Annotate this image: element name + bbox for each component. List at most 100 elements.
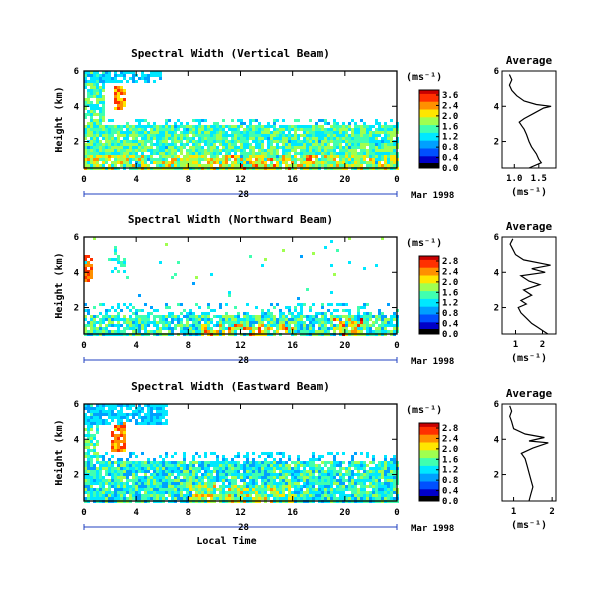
heatmap-cell xyxy=(165,491,168,494)
heatmap-cell xyxy=(255,315,258,318)
heatmap-cell xyxy=(348,261,351,264)
heatmap-cell xyxy=(288,479,291,482)
heatmap-cell xyxy=(348,494,351,497)
heatmap-cell xyxy=(111,146,114,149)
heatmap-cell xyxy=(153,422,156,425)
heatmap-cell xyxy=(102,488,105,491)
heatmap-cell xyxy=(180,158,183,161)
heatmap-cell xyxy=(120,86,123,89)
heatmap-cell xyxy=(225,155,228,158)
heatmap-cell xyxy=(291,327,294,330)
heatmap-cell xyxy=(318,137,321,140)
heatmap-cell xyxy=(255,131,258,134)
heatmap-cell xyxy=(108,128,111,131)
heatmap-cell xyxy=(291,134,294,137)
heatmap-cell xyxy=(318,158,321,161)
heatmap-cell xyxy=(336,122,339,125)
heatmap-cell xyxy=(240,324,243,327)
heatmap-cell xyxy=(354,134,357,137)
heatmap-cell xyxy=(327,473,330,476)
heatmap-cell xyxy=(123,488,126,491)
heatmap-cell xyxy=(99,152,102,155)
heatmap-cell xyxy=(327,470,330,473)
colorbar-segment xyxy=(419,127,439,130)
heatmap-cell xyxy=(111,491,114,494)
heatmap-cell xyxy=(93,416,96,419)
heatmap-cell xyxy=(222,128,225,131)
heatmap-cell xyxy=(84,434,87,437)
heatmap-cell xyxy=(147,494,150,497)
heatmap-cell xyxy=(333,164,336,167)
heatmap-cell xyxy=(135,422,138,425)
heatmap-cell xyxy=(126,461,129,464)
heatmap-cell xyxy=(222,455,225,458)
heatmap-cell xyxy=(333,128,336,131)
heatmap-cell xyxy=(375,155,378,158)
heatmap-cell xyxy=(270,131,273,134)
heatmap-cell xyxy=(111,137,114,140)
heatmap-cell xyxy=(183,488,186,491)
heatmap-cell xyxy=(84,309,87,312)
heatmap-cell xyxy=(168,488,171,491)
heatmap-cell xyxy=(336,152,339,155)
heatmap-cell xyxy=(210,134,213,137)
heatmap-cell xyxy=(150,152,153,155)
heatmap-cell xyxy=(114,488,117,491)
heatmap-cell xyxy=(165,149,168,152)
heatmap-cell xyxy=(327,461,330,464)
heatmap-cell xyxy=(186,324,189,327)
heatmap-cell xyxy=(375,264,378,267)
heatmap-cell xyxy=(135,327,138,330)
heatmap-cell xyxy=(384,461,387,464)
heatmap-cell xyxy=(240,473,243,476)
heatmap-cell xyxy=(171,128,174,131)
heatmap-cell xyxy=(87,479,90,482)
heatmap-cell xyxy=(174,479,177,482)
heatmap-cell xyxy=(246,467,249,470)
heatmap-cell xyxy=(96,467,99,470)
heatmap-cell xyxy=(183,137,186,140)
heatmap-cell xyxy=(171,131,174,134)
heatmap-cell xyxy=(108,309,111,312)
heatmap-cell xyxy=(174,324,177,327)
heatmap-cell xyxy=(231,324,234,327)
heatmap-cell xyxy=(270,125,273,128)
heatmap-cell xyxy=(117,413,120,416)
heatmap-cell xyxy=(333,467,336,470)
heatmap-cell xyxy=(366,312,369,315)
heatmap-cell xyxy=(267,146,270,149)
heatmap-cell xyxy=(306,288,309,291)
heatmap-cell xyxy=(369,497,372,500)
heatmap-cell xyxy=(108,461,111,464)
heatmap-cell xyxy=(363,470,366,473)
heatmap-cell xyxy=(276,143,279,146)
heatmap-cell xyxy=(219,467,222,470)
heatmap-cell xyxy=(306,464,309,467)
heatmap-cell xyxy=(261,470,264,473)
heatmap-cell xyxy=(261,494,264,497)
heatmap-cell xyxy=(195,134,198,137)
heatmap-cell xyxy=(318,482,321,485)
heatmap-cell xyxy=(99,491,102,494)
heatmap-cell xyxy=(132,158,135,161)
heatmap-cell xyxy=(306,327,309,330)
heatmap-cell xyxy=(273,491,276,494)
heatmap-cell xyxy=(93,164,96,167)
heatmap-cell xyxy=(336,464,339,467)
heatmap-cell xyxy=(264,258,267,261)
heatmap-cell xyxy=(90,74,93,77)
x-tick-label: 8 xyxy=(186,341,191,351)
heatmap-cell xyxy=(174,327,177,330)
heatmap-cell xyxy=(99,158,102,161)
heatmap-cell xyxy=(288,158,291,161)
heatmap-cell xyxy=(117,437,120,440)
heatmap-cell xyxy=(384,152,387,155)
heatmap-cell xyxy=(111,134,114,137)
heatmap-cell xyxy=(354,164,357,167)
heatmap-cell xyxy=(282,488,285,491)
heatmap-cell xyxy=(369,467,372,470)
heatmap-cell xyxy=(387,161,390,164)
heatmap-cell xyxy=(189,146,192,149)
heatmap-cell xyxy=(123,264,126,267)
heatmap-cell xyxy=(282,137,285,140)
